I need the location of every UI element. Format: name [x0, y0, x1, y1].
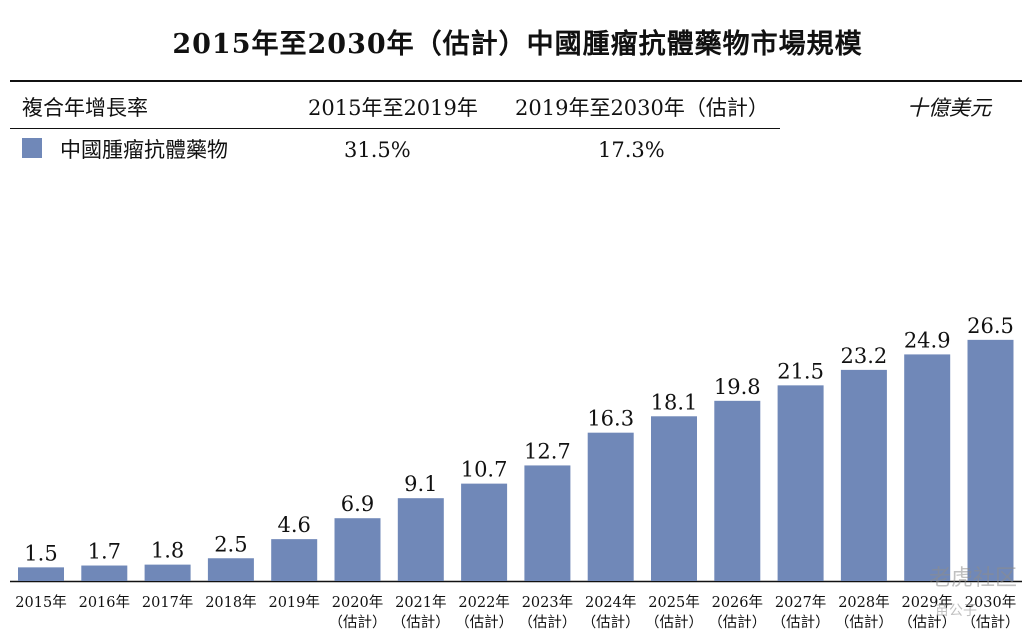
bar-2019年 — [271, 539, 318, 581]
x-tick-sublabel: （估計） — [835, 614, 893, 631]
table-rule — [10, 128, 780, 129]
x-tick-sublabel: （估計） — [962, 614, 1020, 631]
x-tick-label: 2020年 — [332, 594, 383, 611]
x-tick-label: 2023年 — [522, 594, 573, 611]
cagr-label: 複合年增長率 — [22, 96, 148, 120]
value-label: 2.5 — [214, 532, 247, 556]
value-label: 4.6 — [277, 513, 310, 537]
x-tick-sublabel: （估計） — [392, 614, 450, 631]
x-tick-label: 2015年 — [15, 594, 66, 611]
legend-swatch — [22, 138, 42, 158]
header-rule — [10, 80, 1022, 82]
watermark: 老虎社区 — [928, 566, 1017, 591]
x-tick-label: 2026年 — [712, 594, 763, 611]
legend-label: 中國腫瘤抗體藥物 — [60, 138, 228, 162]
value-label: 19.8 — [714, 375, 761, 399]
value-label: 6.9 — [341, 492, 374, 516]
bar-2026年 — [714, 400, 761, 581]
rate-2019-2030: 17.3% — [598, 138, 665, 162]
period-2-header: 2019年至2030年（估計） — [515, 96, 769, 120]
x-tick-label: 2025年 — [648, 594, 699, 611]
value-label: 1.5 — [24, 541, 57, 565]
bar-2029年 — [904, 354, 951, 581]
x-tick-label: 2016年 — [79, 594, 130, 611]
x-tick-label: 2027年 — [775, 594, 826, 611]
value-label: 21.5 — [777, 359, 824, 383]
value-label: 23.2 — [841, 344, 888, 368]
value-label: 9.1 — [404, 472, 437, 496]
bar-2022年 — [461, 483, 508, 581]
rate-2015-2019: 31.5% — [344, 138, 411, 162]
bar-2023年 — [524, 465, 571, 581]
x-tick-sublabel: （估計） — [645, 614, 703, 631]
x-tick-sublabel: （估計） — [455, 614, 513, 631]
x-tick-label: 2024年 — [585, 594, 636, 611]
bar-2015年 — [18, 567, 64, 581]
bar-2030年 — [967, 339, 1014, 581]
value-label: 10.7 — [461, 458, 508, 482]
x-tick-sublabel: （估計） — [708, 614, 766, 631]
value-label: 18.1 — [651, 390, 698, 414]
chart-title: 2015年至2030年（估計）中國腫瘤抗體藥物市場規模 — [172, 29, 863, 60]
x-tick-label: 2017年 — [142, 594, 193, 611]
bar-2021年 — [397, 498, 444, 581]
x-tick-sublabel: （估計） — [518, 614, 576, 631]
value-label: 24.9 — [904, 328, 951, 352]
period-1-header: 2015年至2019年 — [308, 96, 478, 120]
bar-2017年 — [144, 564, 191, 581]
bar-2028年 — [840, 369, 887, 581]
bar-2024年 — [587, 432, 634, 581]
x-tick-sublabel: （估計） — [772, 614, 830, 631]
watermark-sub: 苗公子 — [935, 603, 977, 619]
value-label: 1.8 — [151, 539, 184, 563]
bar-2016年 — [81, 565, 128, 581]
x-tick-label: 2019年 — [268, 594, 319, 611]
x-tick-label: 2028年 — [838, 594, 889, 611]
value-label: 12.7 — [524, 439, 571, 463]
x-tick-label: 2030年 — [965, 594, 1016, 611]
x-tick-sublabel: （估計） — [329, 614, 387, 631]
x-tick-sublabel: （估計） — [898, 614, 956, 631]
x-tick-label: 2029年 — [901, 594, 952, 611]
x-tick-label: 2022年 — [458, 594, 509, 611]
x-tick-sublabel: （估計） — [582, 614, 640, 631]
bar-2020年 — [334, 518, 381, 581]
unit-label: 十億美元 — [907, 96, 991, 120]
value-label: 26.5 — [967, 314, 1014, 338]
x-tick-label: 2021年 — [395, 594, 446, 611]
value-label: 16.3 — [587, 407, 634, 431]
bar-2027年 — [777, 385, 824, 581]
x-tick-label: 2018年 — [205, 594, 256, 611]
bar-2025年 — [651, 416, 697, 581]
bar-2018年 — [207, 558, 254, 581]
value-label: 1.7 — [88, 540, 121, 564]
